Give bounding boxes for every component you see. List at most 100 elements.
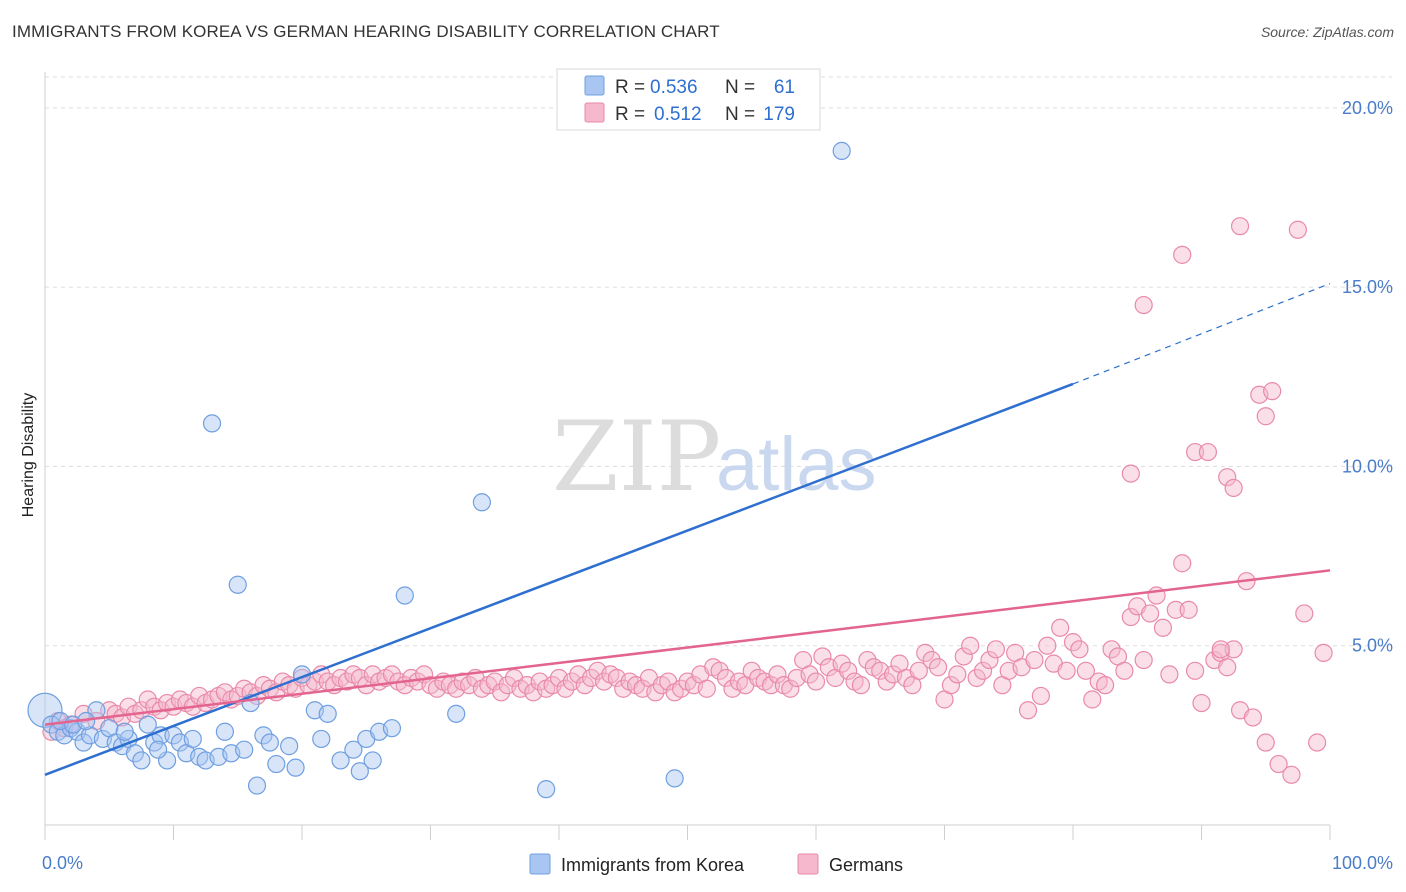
- data-point: [1070, 640, 1089, 659]
- data-point: [1218, 658, 1237, 677]
- legend-germans-r-label: R =: [615, 104, 645, 125]
- korea-trend-line: [44, 382, 1074, 776]
- y-tick-labels: 5.0% 10.0% 15.0% 20.0%: [1342, 98, 1393, 656]
- data-point: [125, 744, 145, 763]
- data-point: [537, 780, 556, 799]
- data-point: [1192, 693, 1211, 713]
- y-axis-title: Hearing Disability: [20, 393, 37, 518]
- watermark-atlas: atlas: [716, 422, 877, 507]
- data-point: [148, 740, 168, 759]
- data-point: [363, 751, 382, 770]
- data-point: [447, 704, 466, 723]
- data-point: [1153, 618, 1173, 637]
- data-point: [1185, 661, 1205, 680]
- data-point: [1025, 650, 1044, 670]
- data-point: [1308, 733, 1327, 752]
- data-point: [1134, 295, 1153, 315]
- legend-korea-r-label: R =: [615, 77, 645, 98]
- data-point: [27, 692, 63, 728]
- data-point: [858, 650, 877, 670]
- data-point: [1295, 604, 1314, 623]
- legend-korea-n-value: 61: [774, 77, 795, 98]
- data-point: [1218, 468, 1237, 487]
- source-label: Source: ZipAtlas.com: [1260, 24, 1394, 40]
- data-point: [1083, 690, 1102, 709]
- data-point: [909, 661, 928, 680]
- data-point: [1057, 661, 1076, 680]
- data-point: [350, 762, 369, 781]
- data-point: [646, 683, 665, 702]
- data-point: [742, 661, 761, 680]
- data-point: [1102, 640, 1121, 659]
- data-point: [1230, 217, 1250, 236]
- data-point: [967, 668, 986, 688]
- data-point: [1198, 442, 1218, 462]
- x-tick-label-min: 0.0%: [42, 853, 83, 873]
- data-point: [1173, 554, 1192, 573]
- data-point: [132, 751, 151, 770]
- legend-germans-swatch: [584, 102, 605, 123]
- bottom-legend: Immigrants from Korea Germans: [529, 853, 903, 875]
- data-point: [813, 647, 832, 666]
- data-point: [1051, 618, 1070, 637]
- data-point: [1160, 665, 1179, 684]
- legend-germans-n-value: 179: [763, 104, 795, 125]
- data-point: [768, 665, 787, 684]
- data-point: [1134, 650, 1153, 670]
- korea-series: [27, 141, 851, 799]
- data-point: [761, 676, 781, 695]
- data-point: [267, 754, 286, 774]
- data-point: [928, 658, 948, 677]
- y-tick-label: 5.0%: [1352, 636, 1393, 656]
- data-point: [1096, 676, 1115, 695]
- data-point: [1179, 600, 1198, 619]
- data-point: [1140, 604, 1160, 623]
- legend-germans-n-label: N =: [725, 104, 755, 125]
- bottom-legend-germans-label: Germans: [829, 855, 903, 875]
- data-point: [1224, 478, 1243, 498]
- data-point: [1211, 640, 1230, 659]
- data-point: [312, 729, 331, 749]
- data-point: [1173, 245, 1192, 264]
- data-point: [254, 726, 273, 745]
- data-point: [395, 586, 414, 605]
- data-point: [74, 733, 93, 752]
- data-point: [1243, 708, 1263, 727]
- data-point: [954, 647, 973, 666]
- data-point: [1256, 733, 1275, 752]
- data-point: [228, 575, 247, 594]
- data-point: [247, 776, 267, 795]
- korea-trend-extension: [1072, 282, 1331, 385]
- data-point: [1115, 661, 1134, 680]
- data-point: [941, 676, 961, 695]
- data-point: [1224, 640, 1243, 659]
- data-point: [922, 650, 941, 670]
- data-point: [1288, 220, 1307, 239]
- y-tick-label: 20.0%: [1342, 98, 1393, 118]
- data-point: [215, 722, 234, 741]
- data-point: [948, 665, 967, 684]
- legend-korea-n-label: N =: [725, 77, 755, 98]
- bottom-legend-korea-swatch: [529, 853, 551, 875]
- germans-trend-line: [44, 569, 1331, 726]
- data-point: [331, 751, 350, 770]
- data-point: [800, 665, 819, 684]
- data-point: [575, 676, 594, 695]
- data-point: [1038, 636, 1057, 655]
- trend-lines: [44, 282, 1331, 776]
- data-point: [280, 737, 299, 756]
- data-point: [260, 733, 279, 752]
- data-point: [138, 715, 157, 734]
- data-point: [839, 661, 858, 680]
- data-point: [1018, 701, 1038, 720]
- data-point: [1166, 600, 1185, 619]
- data-point: [1256, 407, 1275, 426]
- data-point: [1269, 754, 1288, 774]
- data-point: [973, 661, 993, 680]
- data-point: [1263, 382, 1282, 401]
- watermark-zip: ZIP: [552, 401, 721, 513]
- watermark: ZIP atlas: [552, 401, 877, 513]
- legend-korea-swatch: [584, 75, 605, 96]
- x-ticks: [44, 825, 1331, 840]
